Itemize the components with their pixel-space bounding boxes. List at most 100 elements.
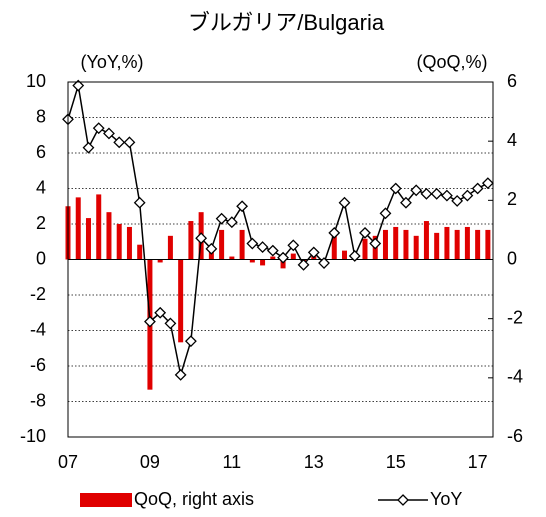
marker bbox=[307, 246, 320, 259]
marker bbox=[348, 250, 361, 262]
x-tick-label: 15 bbox=[386, 452, 406, 472]
plot-frame bbox=[67, 81, 494, 438]
bar bbox=[85, 218, 91, 260]
marker bbox=[359, 226, 371, 239]
y-tick-label: 10 bbox=[26, 71, 46, 91]
chart-title: ブルガリア/Bulgaria bbox=[188, 10, 385, 35]
y2-axis-label: (QoQ,%) bbox=[416, 52, 487, 72]
bar bbox=[106, 212, 112, 260]
marker bbox=[266, 244, 279, 257]
bar bbox=[485, 229, 491, 260]
y-tick-label: 0 bbox=[36, 248, 46, 268]
marker bbox=[103, 127, 115, 140]
bar bbox=[464, 226, 470, 260]
x-tick-label: 13 bbox=[304, 452, 324, 472]
bar bbox=[249, 259, 255, 263]
marker bbox=[379, 207, 392, 220]
marker bbox=[184, 335, 197, 348]
marker bbox=[113, 136, 126, 149]
y-tick-label: 4 bbox=[36, 177, 46, 197]
y2-tick-label: 0 bbox=[507, 248, 517, 268]
marker bbox=[174, 368, 187, 381]
marker bbox=[82, 141, 95, 154]
y-tick-label: -6 bbox=[30, 355, 46, 375]
marker bbox=[471, 182, 484, 195]
marker bbox=[451, 195, 464, 207]
marker bbox=[328, 226, 341, 239]
marker bbox=[236, 200, 249, 213]
bar bbox=[362, 238, 368, 260]
x-tick-label: 17 bbox=[468, 452, 488, 472]
marker bbox=[154, 306, 167, 319]
y2-tick-label: 6 bbox=[507, 71, 517, 91]
marker bbox=[410, 184, 423, 197]
bar bbox=[475, 229, 481, 260]
y2-tick-label: -4 bbox=[507, 367, 523, 387]
marker bbox=[400, 196, 412, 209]
marker bbox=[481, 177, 494, 190]
bar bbox=[96, 194, 102, 260]
bar bbox=[270, 256, 276, 260]
marker bbox=[225, 216, 238, 229]
marker bbox=[144, 315, 156, 328]
marker bbox=[246, 237, 259, 250]
legend-label: QoQ, right axis bbox=[134, 489, 254, 509]
bar bbox=[260, 259, 266, 266]
marker bbox=[133, 196, 146, 209]
bar bbox=[280, 259, 286, 269]
marker bbox=[256, 241, 269, 253]
y-tick-label: 6 bbox=[36, 142, 46, 162]
bar bbox=[434, 232, 440, 260]
marker bbox=[440, 189, 453, 202]
bar bbox=[413, 235, 419, 260]
x-tick-label: 11 bbox=[223, 452, 242, 472]
y2-tick-label: 2 bbox=[507, 189, 517, 209]
y-tick-label: -4 bbox=[30, 319, 46, 339]
y-tick-label: -2 bbox=[30, 284, 46, 304]
marker bbox=[195, 232, 208, 245]
y-tick-label: 8 bbox=[36, 106, 46, 126]
bar bbox=[167, 235, 173, 260]
y-tick-label: 2 bbox=[36, 213, 46, 233]
marker bbox=[461, 189, 474, 202]
bar bbox=[126, 226, 132, 260]
bar bbox=[331, 235, 337, 260]
marker bbox=[164, 317, 177, 330]
marker bbox=[338, 196, 351, 209]
bar bbox=[116, 224, 122, 260]
bar bbox=[157, 259, 163, 263]
marker bbox=[389, 182, 402, 195]
bar bbox=[423, 221, 429, 260]
bar bbox=[239, 229, 245, 260]
marker bbox=[92, 122, 105, 135]
bar bbox=[178, 259, 184, 343]
bar bbox=[403, 229, 409, 260]
marker bbox=[123, 136, 136, 149]
bar bbox=[444, 226, 450, 260]
legend-label: YoY bbox=[430, 489, 462, 509]
bar bbox=[454, 229, 460, 260]
marker bbox=[215, 212, 228, 225]
y-tick-label: -8 bbox=[30, 390, 46, 410]
marker bbox=[277, 251, 289, 264]
bar bbox=[219, 229, 225, 260]
bar bbox=[342, 250, 348, 260]
bar bbox=[290, 253, 296, 260]
marker bbox=[297, 258, 310, 271]
y2-tick-label: -2 bbox=[507, 307, 523, 327]
legend-swatch bbox=[80, 493, 132, 507]
y-axis-label: (YoY,%) bbox=[80, 52, 143, 72]
y-tick-label: -10 bbox=[20, 426, 46, 446]
x-tick-label: 09 bbox=[140, 452, 160, 472]
marker bbox=[205, 242, 218, 255]
bar bbox=[382, 229, 388, 260]
bar bbox=[188, 221, 194, 260]
marker bbox=[287, 239, 300, 252]
bar bbox=[393, 226, 399, 260]
marker bbox=[318, 257, 330, 269]
y2-tick-label: -6 bbox=[507, 426, 523, 446]
x-tick-label: 07 bbox=[58, 452, 78, 472]
bar bbox=[75, 197, 81, 260]
